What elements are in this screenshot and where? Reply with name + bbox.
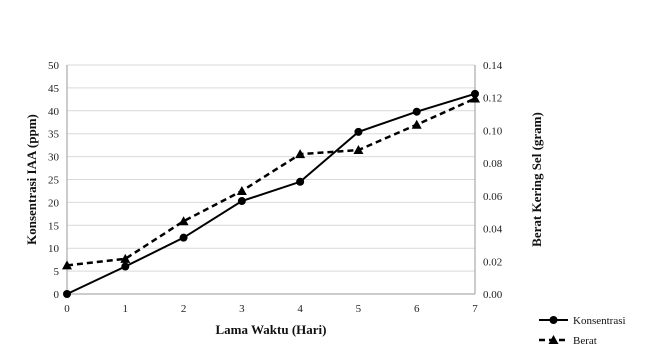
point-konsentrasi [412, 107, 421, 116]
point-konsentrasi [354, 127, 363, 136]
legend-berat-marker [548, 335, 559, 344]
point-berat [411, 119, 422, 129]
right-y-tick-label: 0.14 [483, 60, 503, 72]
x-tick-labels: 0 1 2 3 4 5 6 7 [64, 303, 478, 315]
x-tick-label: 1 [123, 303, 129, 315]
right-y-tick-label: 0.04 [483, 224, 503, 236]
right-y-tick-label: 0.08 [483, 158, 503, 170]
point-konsentrasi [296, 177, 305, 186]
legend-konsentrasi-marker [549, 316, 558, 324]
legend-konsentrasi-label: Konsentrasi [573, 315, 626, 327]
right-y-tick-label: 0.00 [483, 289, 503, 301]
left-y-tick-label: 20 [48, 197, 60, 209]
x-tick-label: 5 [356, 303, 362, 315]
right-y-tick-label: 0.12 [483, 93, 502, 105]
left-y-tick-label: 45 [48, 83, 60, 95]
point-berat [236, 185, 247, 195]
left-y-tick-labels: 0 5 10 15 20 25 30 35 40 45 50 [48, 60, 60, 301]
point-berat [470, 93, 480, 103]
point-berat [295, 149, 306, 159]
series-line-konsentrasi [66, 92, 476, 295]
gridlines [67, 64, 475, 272]
point-konsentrasi [237, 197, 246, 206]
point-berat [353, 145, 364, 155]
x-axis-title: Lama Waktu (Hari) [216, 322, 327, 337]
x-tick-label: 4 [297, 303, 303, 315]
x-tick-label: 7 [472, 303, 478, 315]
point-berat [62, 260, 72, 270]
point-konsentrasi [179, 233, 188, 242]
x-tick-label: 3 [239, 303, 245, 315]
axes [66, 65, 476, 295]
left-y-axis-title: Konsentrasi IAA (ppm) [24, 114, 39, 245]
point-berat [178, 216, 189, 226]
left-y-tick-label: 5 [54, 266, 60, 278]
point-konsentrasi [63, 290, 71, 298]
left-y-tick-label: 25 [48, 175, 60, 187]
right-y-axis-title: Berat Kering Sel (gram) [529, 112, 544, 247]
legend: Konsentrasi Berat [539, 315, 626, 347]
left-y-tick-label: 0 [54, 289, 60, 301]
x-tick-label: 2 [181, 303, 187, 315]
left-y-tick-label: 15 [48, 220, 60, 232]
left-y-tick-label: 40 [48, 106, 60, 118]
x-tick-label: 0 [64, 303, 70, 315]
left-y-tick-label: 35 [48, 129, 60, 141]
legend-berat-label: Berat [573, 335, 597, 347]
left-y-tick-label: 50 [48, 60, 60, 72]
point-berat [120, 253, 131, 263]
series-lines [66, 92, 476, 295]
right-y-tick-labels: 0.00 0.02 0.04 0.06 0.08 0.10 0.12 0.14 [483, 60, 503, 301]
left-y-tick-label: 10 [48, 243, 60, 255]
right-y-tick-label: 0.02 [483, 256, 502, 268]
point-konsentrasi [121, 262, 130, 271]
right-y-tick-label: 0.06 [483, 191, 503, 203]
series-line-berat [66, 97, 476, 267]
right-y-tick-label: 0.10 [483, 125, 503, 137]
x-tick-label: 6 [414, 303, 420, 315]
left-y-tick-label: 30 [48, 152, 60, 164]
series-markers [62, 89, 480, 298]
